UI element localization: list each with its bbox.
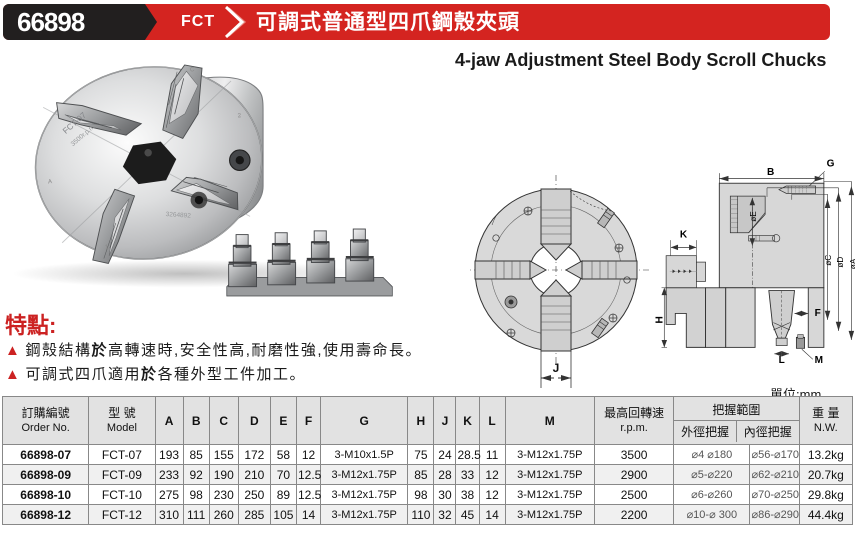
svg-text:M: M <box>815 355 823 366</box>
svg-text:L: L <box>779 355 785 366</box>
svg-text:øC: øC <box>824 255 833 266</box>
svg-text:K: K <box>680 229 688 240</box>
svg-text:B: B <box>767 167 774 178</box>
svg-text:J: J <box>553 361 560 375</box>
svg-text:øD: øD <box>836 257 845 268</box>
svg-text:F: F <box>815 308 821 319</box>
svg-text:G: G <box>827 159 835 170</box>
svg-text:øE: øE <box>749 211 758 222</box>
svg-text:øA: øA <box>849 258 855 269</box>
svg-text:H: H <box>655 316 665 323</box>
